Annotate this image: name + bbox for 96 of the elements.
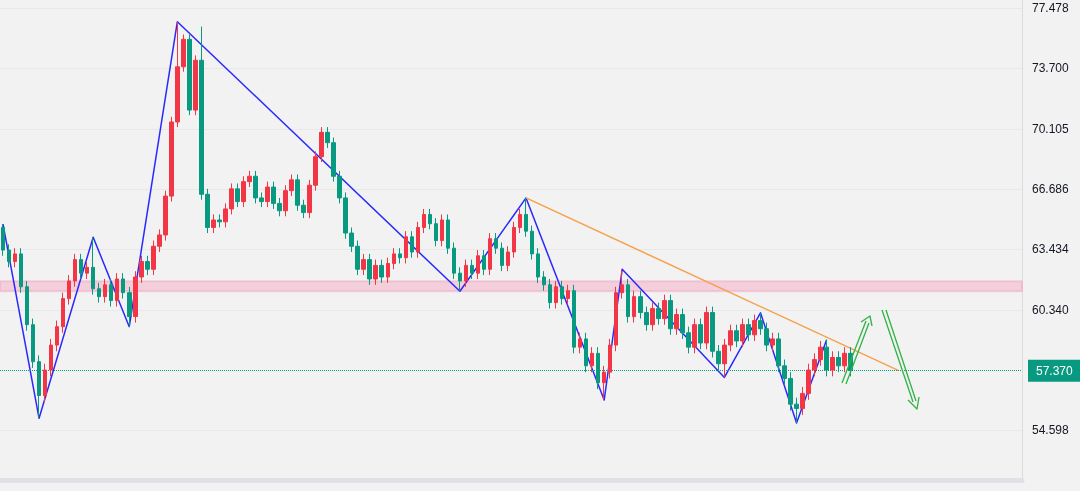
candlestick (494, 232, 498, 255)
candlestick (752, 314, 757, 342)
candlestick (470, 259, 474, 280)
ref-line-label: 57.370 (1036, 363, 1074, 378)
candlestick (428, 208, 432, 230)
candlestick (770, 332, 775, 352)
candlestick (404, 230, 408, 264)
candlestick (434, 217, 438, 247)
candlestick (19, 247, 23, 294)
candlestick (650, 302, 655, 332)
candlestick (674, 308, 679, 336)
y-tick-label: 63.434 (1032, 242, 1070, 257)
candlestick (1, 223, 5, 257)
candlestick (115, 272, 119, 308)
y-tick-label: 77.478 (1032, 1, 1070, 16)
candlestick (614, 286, 618, 352)
candlestick (211, 213, 216, 234)
candlestick (265, 181, 270, 208)
candlestick (464, 259, 468, 288)
candlestick (482, 249, 486, 276)
candlestick (187, 34, 192, 116)
y-tick-label: 70.105 (1032, 121, 1070, 136)
candlestick (746, 318, 751, 342)
candlestick (530, 225, 534, 261)
candlestick (626, 278, 630, 324)
candlestick (103, 278, 107, 304)
candlestick (524, 197, 528, 238)
candlestick (25, 280, 29, 332)
candlestick (49, 338, 53, 377)
candlestick (121, 272, 125, 300)
candlestick (536, 247, 540, 284)
candlestick (620, 268, 624, 300)
candlestick (668, 294, 673, 336)
candlestick (632, 290, 636, 324)
candlestick (235, 182, 240, 208)
candlestick (422, 208, 426, 234)
candlestick (13, 247, 17, 268)
candlestick (692, 318, 697, 354)
candlestick (7, 243, 11, 268)
candlestick (512, 221, 516, 259)
candlestick (590, 346, 594, 373)
candlestick (452, 241, 456, 280)
candlestick (506, 245, 510, 272)
candlestick (548, 278, 552, 310)
candlestick (518, 208, 522, 234)
candlestick (398, 247, 402, 264)
candlestick (61, 292, 65, 334)
candlestick (31, 318, 35, 369)
candlestick (566, 284, 570, 306)
candlestick (608, 338, 612, 379)
candlestick (446, 213, 450, 255)
candlestick (500, 241, 504, 272)
candlestick (43, 363, 47, 403)
candlestick (488, 232, 492, 276)
candlestick (842, 346, 847, 373)
candlestick (109, 278, 113, 308)
y-tick-label: 73.700 (1032, 61, 1070, 76)
y-tick-label: 54.598 (1032, 423, 1070, 438)
candlestick (698, 318, 703, 350)
candlestick (734, 324, 739, 348)
candlestick (79, 253, 83, 280)
candlestick (379, 259, 384, 284)
candlestick (373, 259, 378, 286)
candlestick (367, 253, 372, 286)
candlestick (217, 213, 222, 228)
candlestick (73, 253, 77, 288)
candlestick (542, 270, 546, 292)
candlestick (830, 350, 835, 377)
candlestick (85, 261, 89, 280)
candlestick (662, 294, 667, 326)
candlestick (386, 257, 390, 284)
candlestick (554, 280, 558, 310)
candlestick (572, 284, 576, 354)
candlestick (740, 318, 745, 348)
candlestick (91, 236, 95, 296)
candlestick (67, 274, 71, 306)
candlestick (193, 54, 198, 116)
candlestick (704, 306, 709, 350)
candlestick (602, 365, 606, 401)
candlestick (458, 266, 462, 292)
candlestick (416, 221, 420, 259)
y-tick-label: 66.686 (1032, 182, 1070, 197)
candlestick (97, 282, 101, 304)
candlestick (392, 247, 396, 270)
y-tick-label: 60.340 (1032, 302, 1070, 317)
candlestick (476, 249, 480, 280)
candlestick (361, 253, 366, 276)
candlestick (578, 332, 582, 354)
line-series (2, 20, 828, 424)
candlestick (410, 230, 414, 259)
candlestick (55, 320, 59, 352)
candlestick (127, 286, 132, 328)
candlestick (656, 302, 661, 326)
candlestick (440, 213, 444, 247)
candlestick (145, 255, 150, 276)
candlestick (560, 280, 564, 306)
